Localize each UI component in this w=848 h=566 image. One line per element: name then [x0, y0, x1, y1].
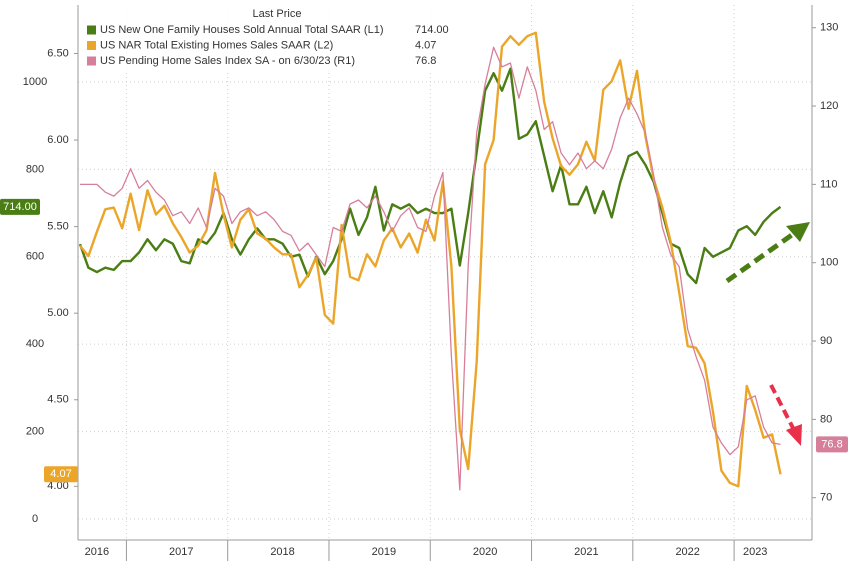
legend-box: [82, 3, 487, 70]
y2-tick-label: 110: [820, 178, 838, 190]
legend-swatch: [87, 56, 96, 66]
y3-tick-label: 4.00: [47, 480, 68, 492]
x-tick-label: 2022: [675, 546, 699, 558]
legend-label: US New One Family Houses Sold Annual Tot…: [100, 24, 383, 36]
y3-tick-label: 5.00: [47, 307, 68, 319]
tag-box: [44, 466, 78, 483]
y2-tick-label: 90: [820, 335, 832, 347]
axes: 0 200 400 600 800 1000 4.00 4.50 5.00 5.50 6.00 6.5…: [23, 5, 838, 561]
trend-arrow-up-head: [786, 222, 810, 242]
x-tick-label: 2018: [270, 546, 294, 558]
last-value-tag: 714.00: [0, 198, 40, 215]
tag-label: 76.8: [821, 438, 842, 450]
plot-lines: [78, 31, 782, 491]
y2-tick-label: 80: [820, 413, 832, 425]
trend-arrow-down-head: [786, 424, 802, 446]
y3-tick-label: 6.50: [47, 47, 68, 59]
y3-tick-label: 6.00: [47, 134, 68, 146]
legend-label: US Pending Home Sales Index SA - on 6/30…: [100, 55, 355, 67]
legend-value: 714.00: [415, 24, 449, 36]
x-tick-label: 2020: [473, 546, 497, 558]
y-tick-label: 800: [26, 163, 44, 175]
tag-box: [816, 436, 848, 453]
y3-tick-label: 4.50: [47, 394, 68, 406]
y-tick-label: 0: [32, 513, 38, 525]
legend-swatch: [87, 25, 96, 35]
y2-tick-label: 70: [820, 492, 832, 504]
trend-arrow-down: [769, 384, 795, 429]
x-tick-label: 2023: [743, 546, 767, 558]
series-line: [79, 31, 782, 488]
y-tick-label: 1000: [23, 76, 47, 88]
legend-value: 76.8: [415, 55, 436, 67]
y-tick-label: 600: [26, 251, 44, 263]
tag-label: 714.00: [3, 201, 37, 213]
x-tick-label: 2019: [372, 546, 396, 558]
y2-tick-label: 130: [820, 22, 838, 34]
last-value-tag: 76.8: [816, 436, 848, 453]
last-value-tag: 4.07: [44, 466, 78, 483]
y2-tick-label: 100: [820, 257, 838, 269]
x-tick-label: 2021: [574, 546, 598, 558]
tag-label: 4.07: [50, 468, 71, 480]
y3-tick-label: 5.50: [47, 221, 68, 233]
y2-tick-label: 120: [820, 100, 838, 112]
y-tick-label: 400: [26, 338, 44, 350]
legend-header: Last Price: [253, 8, 302, 20]
tag-box: [0, 198, 40, 215]
legend: Last Price US New One Family Houses Sold…: [82, 3, 487, 70]
legend-label: US NAR Total Existing Homes Sales SAAR (…: [100, 39, 333, 51]
trend-arrow-up: [725, 229, 798, 284]
x-tick-label: 2016: [85, 546, 109, 558]
legend-value: 4.07: [415, 39, 436, 51]
legend-swatch: [87, 41, 96, 50]
y-tick-label: 200: [26, 426, 44, 438]
x-tick-label: 2017: [169, 546, 193, 558]
series-line: [80, 46, 781, 491]
